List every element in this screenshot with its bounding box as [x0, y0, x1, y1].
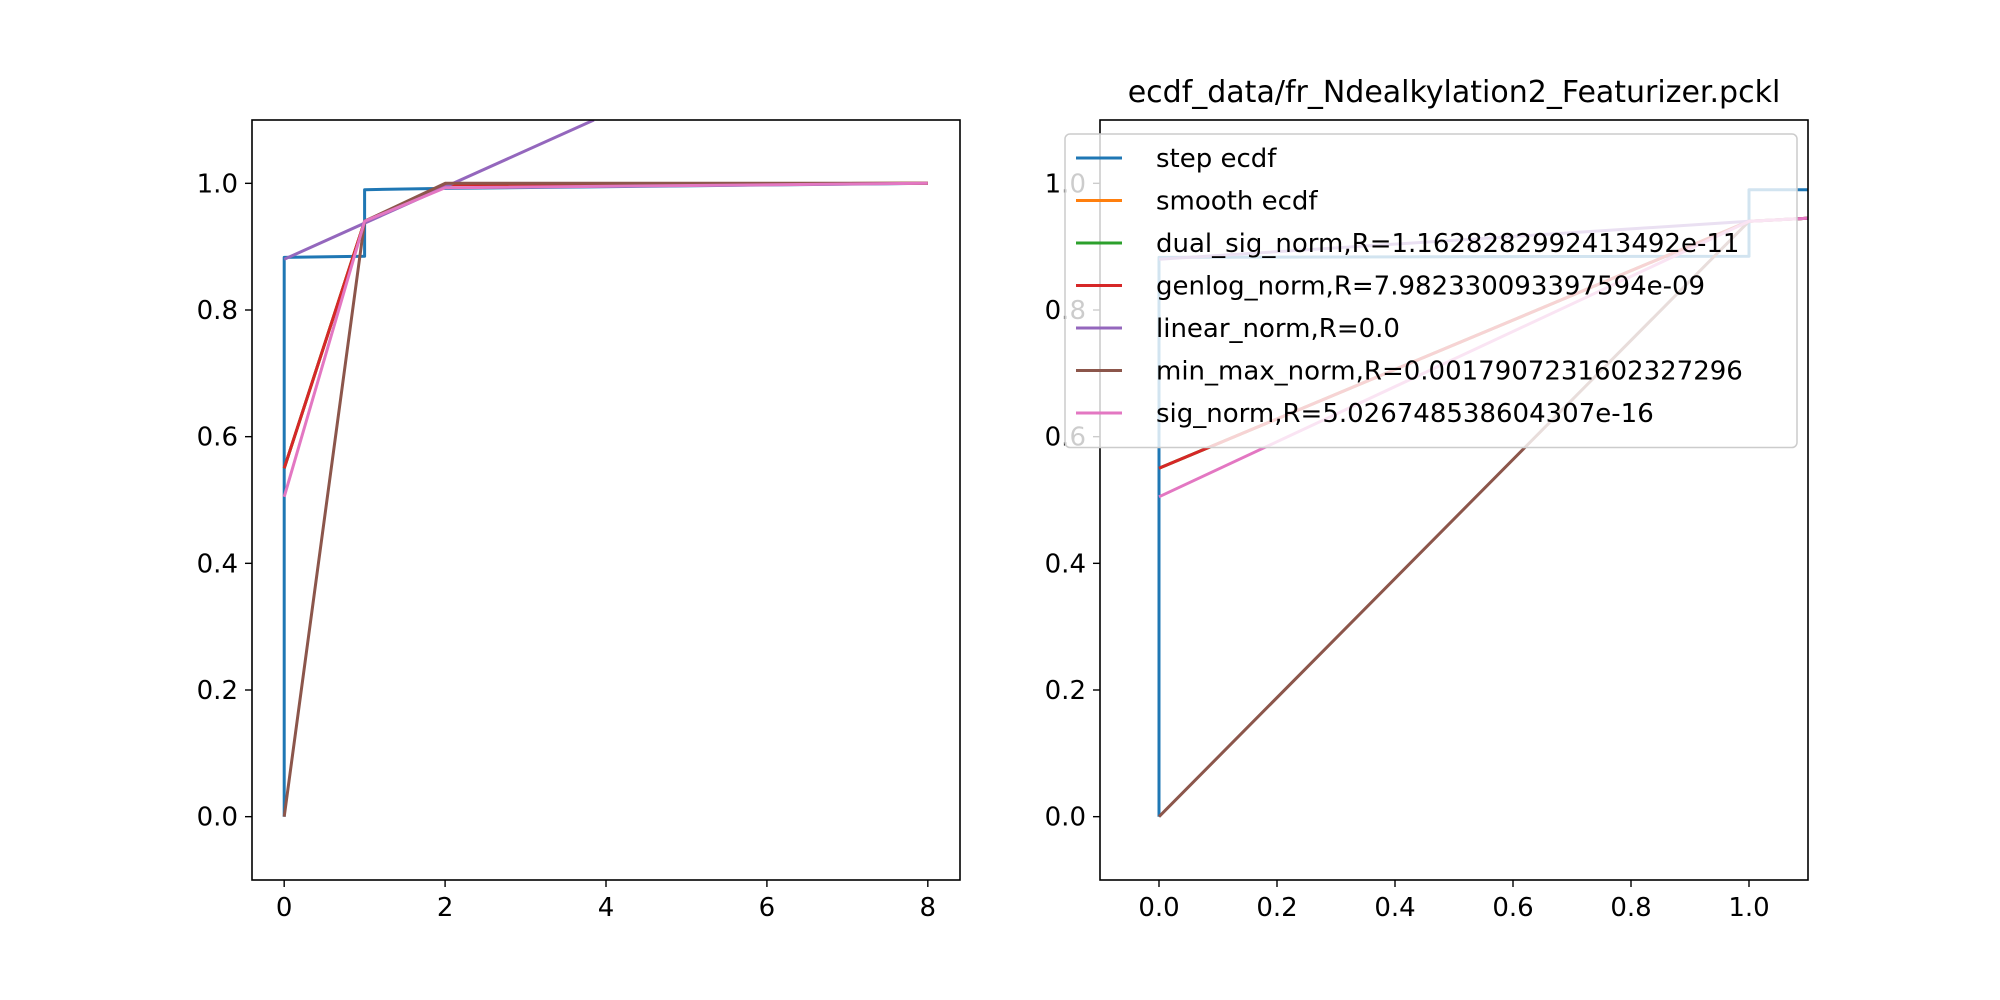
series-group	[282, 120, 928, 817]
x-tick-label: 0	[276, 893, 293, 923]
y-tick-label: 0.0	[1045, 803, 1086, 833]
y-tick-label: 0.8	[197, 296, 238, 326]
y-tick-label: 1.0	[197, 169, 238, 199]
x-tick-label: 1.0	[1728, 893, 1769, 923]
y-tick-label: 0.6	[197, 423, 238, 453]
x-tick-label: 2	[437, 893, 454, 923]
legend-label: dual_sig_norm,R=1.1628282992413492e-11	[1156, 229, 1739, 259]
legend-label: min_max_norm,R=0.0017907231602327296	[1156, 357, 1743, 387]
x-tick-label: 0.6	[1492, 893, 1533, 923]
x-tick-label: 0.8	[1610, 893, 1651, 923]
series-line-7	[282, 181, 928, 498]
chart-2: 0.00.20.40.60.81.00.00.20.40.60.81.0ecdf…	[1045, 75, 1809, 923]
y-tick-label: 0.2	[197, 676, 238, 706]
legend-label: sig_norm,R=5.026748538604307e-16	[1156, 399, 1654, 429]
y-tick-label: 0.0	[197, 803, 238, 833]
chart-1: 0 2 4 6 8 0.0 0.2 0.4 0.6 0.8 1.0	[197, 119, 961, 923]
y-tick-label: 0.4	[197, 549, 238, 579]
x-tick-label: 0.0	[1138, 893, 1179, 923]
legend-label: smooth ecdf	[1156, 187, 1318, 217]
legend-label: genlog_norm,R=7.982330093397594e-09	[1156, 272, 1705, 302]
y-tick-label: 0.2	[1045, 676, 1086, 706]
axes-frame	[1099, 119, 1809, 881]
legend-box	[1064, 133, 1798, 449]
x-tick-label: 0.4	[1374, 893, 1415, 923]
chart-title: ecdf_data/fr_Ndealkylation2_Featurizer.p…	[1128, 75, 1781, 110]
series-line-6	[282, 181, 928, 817]
y-tick-label: 0.4	[1045, 549, 1086, 579]
x-tick-label: 4	[598, 893, 615, 923]
x-tick-label: 6	[759, 893, 776, 923]
legend-label: linear_norm,R=0.0	[1156, 314, 1400, 344]
legend: step ecdf smooth ecdf dual_sig_norm,R=1.16…	[1064, 133, 1798, 449]
x-tick-label: 8	[920, 893, 937, 923]
x-tick-label: 0.2	[1256, 893, 1297, 923]
legend-label: step ecdf	[1156, 144, 1277, 174]
plots: 0 2 4 6 8 0.0 0.2 0.4 0.6 0.8 1.0 0.0 0.2 0.4 0.6 0.8 1.…	[197, 75, 1809, 923]
